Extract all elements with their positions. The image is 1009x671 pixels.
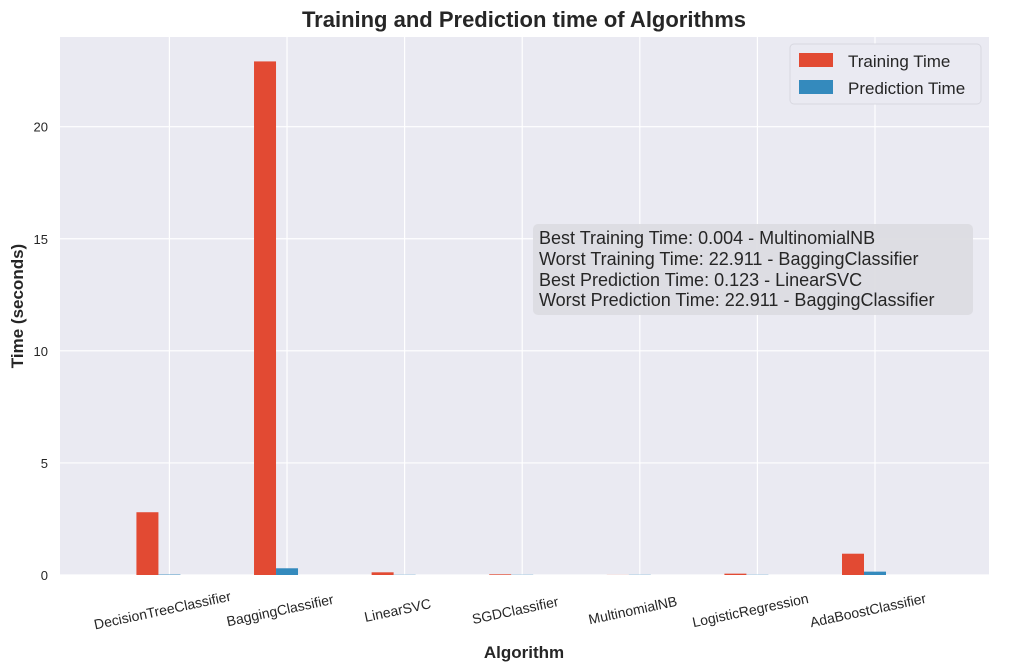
- x-tick-label: BaggingClassifier: [225, 591, 335, 629]
- x-tick-label: MultinomialNB: [587, 593, 679, 627]
- legend: Training Time Prediction Time: [789, 43, 982, 105]
- x-tick-label: DecisionTreeClassifier: [92, 588, 232, 633]
- annotation-line-2: Worst Training Time: 22.911 - BaggingCla…: [539, 249, 919, 269]
- bar-training-DecisionTreeClassifier: [136, 512, 159, 575]
- bars: [136, 61, 886, 576]
- annotation-box: Best Training Time: 0.004 - MultinomialN…: [533, 224, 973, 315]
- x-tick-label: LinearSVC: [363, 595, 433, 625]
- legend-label-training: Training Time: [848, 52, 950, 71]
- y-tick-label: 20: [34, 120, 48, 135]
- legend-box: [789, 43, 982, 105]
- x-tick-label: AdaBoostClassifier: [808, 590, 927, 630]
- y-tick-label: 10: [34, 344, 48, 359]
- legend-label-prediction: Prediction Time: [848, 79, 965, 98]
- bar-prediction-AdaBoostClassifier: [863, 571, 886, 575]
- bar-training-SGDClassifier: [489, 574, 512, 575]
- y-axis: 0 5 10 15 20: [34, 120, 48, 583]
- y-tick-label: 15: [34, 232, 48, 247]
- bar-training-LogisticRegression: [724, 573, 747, 575]
- annotation-background: [533, 224, 973, 315]
- legend-swatch-training: [799, 53, 833, 67]
- annotation-line-4: Worst Prediction Time: 22.911 - BaggingC…: [539, 290, 935, 310]
- annotation-line-1: Best Training Time: 0.004 - MultinomialN…: [539, 228, 875, 248]
- legend-swatch-prediction: [799, 80, 833, 94]
- y-tick-label: 5: [41, 456, 48, 471]
- annotation-line-3: Best Prediction Time: 0.123 - LinearSVC: [539, 270, 862, 290]
- bar-prediction-BaggingClassifier: [276, 568, 299, 575]
- x-tick-label: SGDClassifier: [471, 593, 561, 627]
- chart-title: Training and Prediction time of Algorith…: [302, 7, 746, 32]
- y-axis-label: Time (seconds): [8, 244, 27, 368]
- bar-training-BaggingClassifier: [254, 61, 277, 576]
- bar-training-LinearSVC: [371, 572, 394, 575]
- x-axis-label: Algorithm: [484, 643, 564, 662]
- x-tick-label: LogisticRegression: [691, 590, 810, 630]
- bar-training-AdaBoostClassifier: [841, 553, 864, 575]
- y-tick-label: 0: [41, 568, 48, 583]
